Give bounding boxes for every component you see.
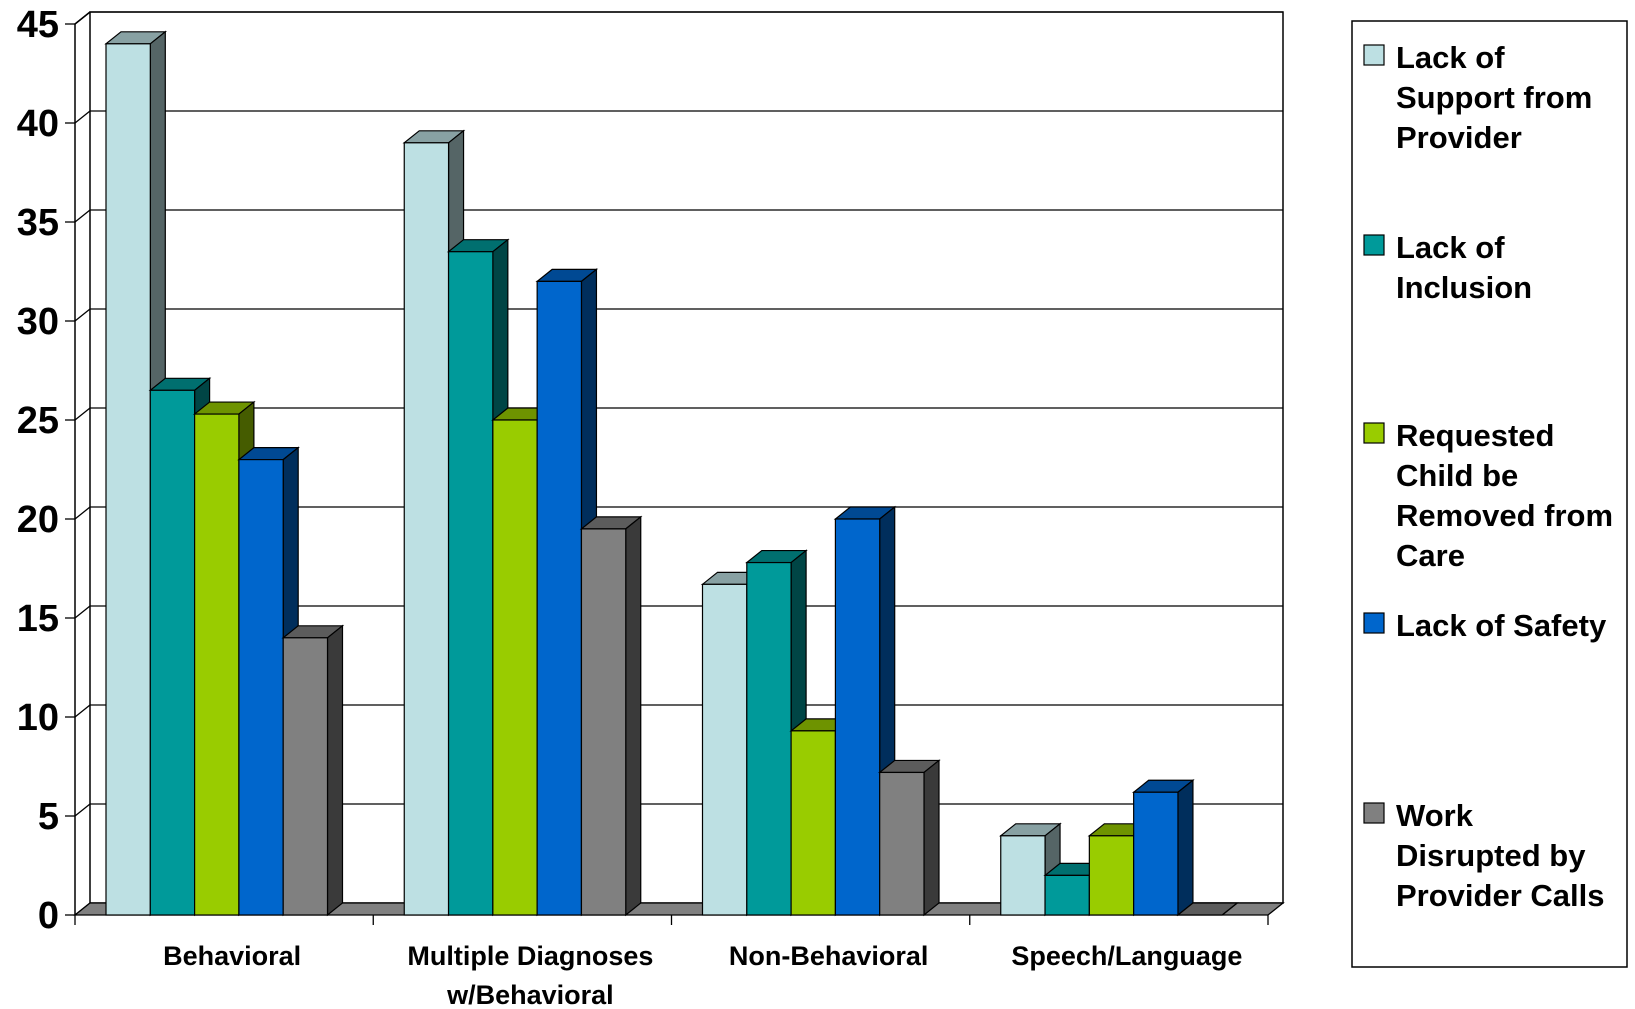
y-tick-label: 35 <box>17 202 59 244</box>
gridline-depth <box>74 605 91 619</box>
y-tick-label: 20 <box>17 499 59 541</box>
gridline-depth <box>74 506 91 520</box>
legend-entry-label: Provider <box>1396 120 1522 155</box>
bar <box>281 624 345 917</box>
x-category-label: w/Behavioral <box>446 980 614 1009</box>
gridline-depth <box>74 110 91 124</box>
x-category-label: Speech/Language <box>1011 941 1242 971</box>
x-category-label: Multiple Diagnoses <box>407 941 653 971</box>
bar-front <box>194 413 240 916</box>
x-category-label: Behavioral <box>163 941 301 971</box>
bar-front <box>1044 874 1090 916</box>
legend-box <box>1351 20 1628 968</box>
legend-swatch <box>1363 44 1385 66</box>
legend-entry-label: Provider Calls <box>1396 878 1604 913</box>
y-axis-top-edge <box>74 11 91 25</box>
bar-front <box>403 142 450 916</box>
bar-front <box>790 730 836 916</box>
bar-front <box>1088 835 1135 916</box>
legend-entry-label: Lack of <box>1396 230 1505 265</box>
bar-front <box>492 419 538 916</box>
legend: Lack of Support from Provider Lack of Inclus… <box>1351 20 1628 968</box>
bar-front <box>447 251 494 916</box>
legend-entry-label: Care <box>1396 538 1465 573</box>
axes: 0 5 10 15 20 25 30 35 40 45 Behavioral Multiple Dia… <box>17 4 1285 1009</box>
bar-side <box>1221 902 1238 916</box>
bar-front <box>879 771 925 916</box>
legend-entry-label: Lack of Safety <box>1396 608 1607 643</box>
bar <box>1176 902 1239 916</box>
y-tick-label: 45 <box>17 4 59 46</box>
legend-swatch <box>1363 612 1385 634</box>
y-tick-label: 30 <box>17 301 59 343</box>
bar-side <box>625 515 642 917</box>
bar <box>579 515 643 917</box>
y-tick-label: 10 <box>17 697 59 739</box>
bar-front <box>701 583 748 916</box>
legend-entry-label: Inclusion <box>1396 270 1532 305</box>
legend-entry-label: Removed from <box>1396 498 1613 533</box>
y-tick-label: 40 <box>17 103 59 145</box>
bar <box>1131 778 1195 917</box>
legend-entry-label: Disrupted by <box>1396 838 1586 873</box>
bar-front <box>834 518 881 916</box>
y-tick-label: 15 <box>17 598 59 640</box>
legend-entry-label: Work <box>1396 798 1474 833</box>
gridline-depth <box>74 803 91 817</box>
bar-side <box>326 624 344 917</box>
legend-entry-label: Requested <box>1396 418 1554 453</box>
legend-swatch <box>1363 234 1385 256</box>
bar-side <box>923 759 940 917</box>
gridline-depth <box>74 209 91 223</box>
y-tick-label: 5 <box>38 796 59 838</box>
legend-swatch <box>1363 802 1385 824</box>
legend-swatch <box>1363 422 1385 444</box>
gridline-depth <box>74 407 91 421</box>
legend-entry-label: Lack of <box>1396 40 1505 75</box>
bar-front <box>238 459 284 916</box>
bar-front <box>282 637 329 916</box>
bar-side <box>1177 778 1194 917</box>
legend-entry-label: Support from <box>1396 80 1592 115</box>
bar-front <box>746 561 792 916</box>
gridline-depth <box>74 308 91 322</box>
bar-front <box>149 389 196 916</box>
gridline-depth <box>74 704 91 718</box>
y-tick-label: 25 <box>17 400 59 442</box>
bar-front <box>1133 791 1179 916</box>
bar-front <box>1000 835 1046 916</box>
legend-entry-label: Child be <box>1396 458 1518 493</box>
bar-front <box>105 43 151 916</box>
y-tick-label: 0 <box>38 895 59 937</box>
bars <box>104 30 1239 917</box>
x-category-label: Non-Behavioral <box>729 941 929 971</box>
bar-front <box>580 528 627 916</box>
bar <box>877 759 941 917</box>
bar-front <box>536 280 583 916</box>
